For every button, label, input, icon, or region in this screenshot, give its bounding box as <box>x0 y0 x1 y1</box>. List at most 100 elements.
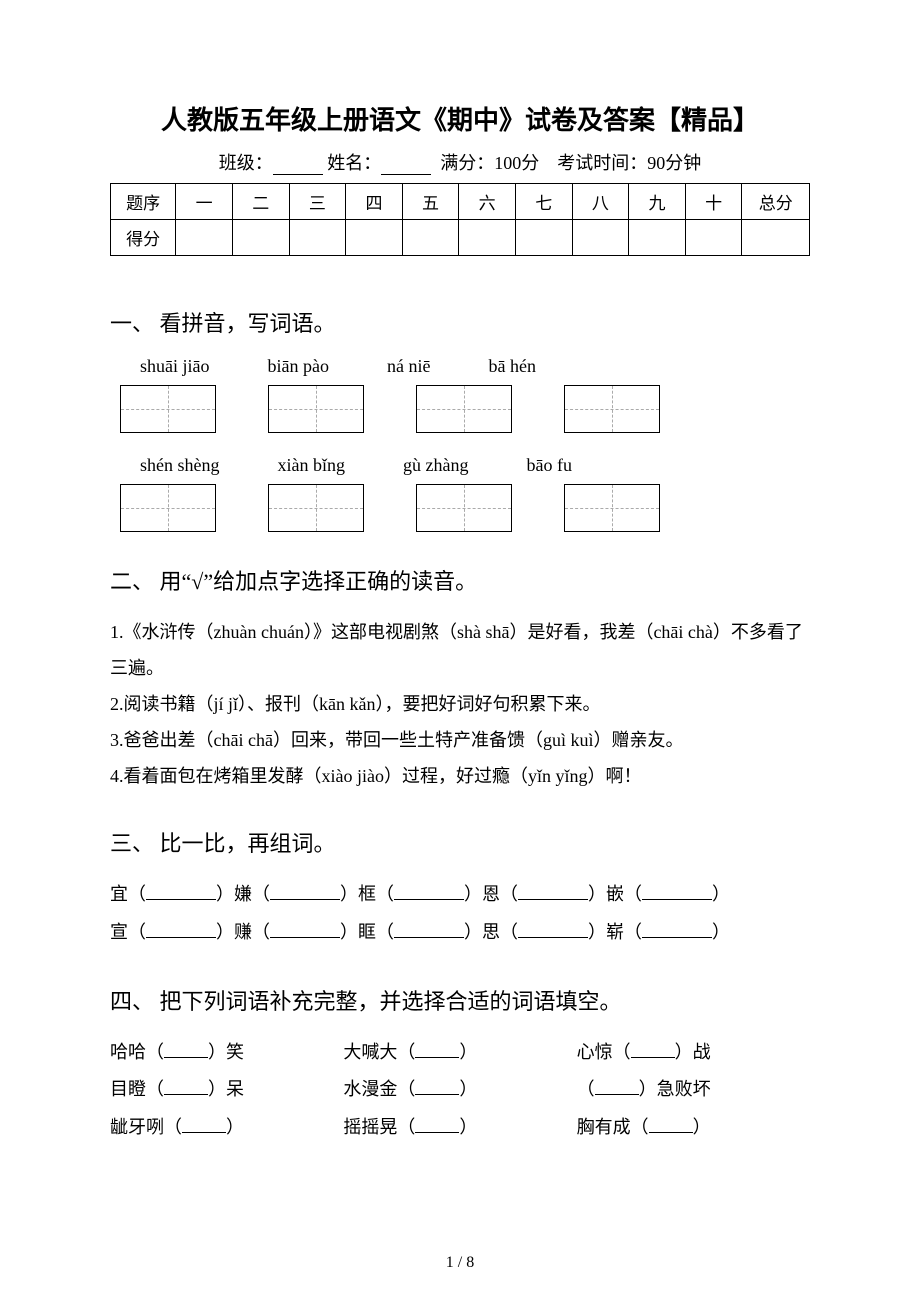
name-blank[interactable] <box>381 157 431 175</box>
char-write-box[interactable] <box>564 484 660 532</box>
score-table: 题序 一 二 三 四 五 六 七 八 九 十 总分 得分 <box>110 183 810 256</box>
fill-blank[interactable] <box>182 1117 226 1133</box>
q4-pre: 心惊（ <box>577 1042 631 1062</box>
score-cell[interactable] <box>402 220 459 256</box>
q4-item: 胸有成（） <box>577 1109 810 1147</box>
fill-blank[interactable] <box>642 922 712 938</box>
score-cell[interactable] <box>176 220 233 256</box>
fill-blank[interactable] <box>146 884 216 900</box>
pinyin: ná niē <box>387 356 430 377</box>
fill-blank[interactable] <box>518 922 588 938</box>
q3-row-2: 宣（）赚（）眶（）思（）崭（） <box>110 914 810 952</box>
pinyin: shén shèng <box>140 455 220 476</box>
fill-blank[interactable] <box>164 1079 208 1095</box>
q3-char: 眶 <box>358 922 376 942</box>
fill-blank[interactable] <box>415 1117 459 1133</box>
row-label-1: 题序 <box>111 184 176 220</box>
q2-body: 1.《水浒传（zhuàn chuán）》这部电视剧煞（shà shā）是好看，我… <box>110 614 810 794</box>
col-2: 二 <box>232 184 289 220</box>
char-write-box[interactable] <box>268 484 364 532</box>
q4-post: ） <box>459 1079 477 1099</box>
q2-line: 4.看着面包在烤箱里发酵（xiào jiào）过程，好过瘾（yǐn yǐng）啊… <box>110 758 810 794</box>
q3-char: 框 <box>358 884 376 904</box>
q4-post: ）呆 <box>208 1079 244 1099</box>
q4-item: 目瞪（ ）呆 <box>110 1071 343 1109</box>
q4-pre: 摇摇晃（ <box>343 1117 415 1137</box>
score-cell-total[interactable] <box>742 220 810 256</box>
score-cell[interactable] <box>515 220 572 256</box>
score-cell[interactable] <box>346 220 403 256</box>
col-6: 六 <box>459 184 516 220</box>
q3-char: 思 <box>482 922 500 942</box>
q4-post: ） <box>459 1117 477 1137</box>
fill-blank[interactable] <box>164 1042 208 1058</box>
q4-item: （ ）急败坏 <box>577 1071 810 1109</box>
col-3: 三 <box>289 184 346 220</box>
q3-char: 宣 <box>110 922 128 942</box>
q4-item: 水漫金（） <box>343 1071 576 1109</box>
fill-blank[interactable] <box>270 884 340 900</box>
fill-blank[interactable] <box>394 884 464 900</box>
score-cell[interactable] <box>629 220 686 256</box>
fill-blank[interactable] <box>649 1117 693 1133</box>
score-cell[interactable] <box>232 220 289 256</box>
score-cell[interactable] <box>289 220 346 256</box>
q2-head: 二、 用“√”给加点字选择正确的读音。 <box>110 564 810 596</box>
pinyin: gù zhàng <box>403 455 468 476</box>
fill-blank[interactable] <box>146 922 216 938</box>
fill-blank[interactable] <box>394 922 464 938</box>
col-4: 四 <box>346 184 403 220</box>
q2-line: 2.阅读书籍（jí jǐ）、报刊（kān kǎn），要把好词好句积累下来。 <box>110 686 810 722</box>
row-label-2: 得分 <box>111 220 176 256</box>
q1-box-row-2 <box>110 484 810 532</box>
score-cell[interactable] <box>572 220 629 256</box>
char-write-box[interactable] <box>120 385 216 433</box>
q4-item: 哈哈（）笑 <box>110 1034 343 1072</box>
q4-row: 哈哈（）笑 大喊大（） 心惊（）战 <box>110 1034 810 1072</box>
char-write-box[interactable] <box>564 385 660 433</box>
q4-post: ）急败坏 <box>639 1079 711 1099</box>
exam-title: 人教版五年级上册语文《期中》试卷及答案【精品】 <box>110 100 810 137</box>
meta-line: 班级： 姓名： 满分：100分 考试时间：90分钟 <box>110 149 810 175</box>
pinyin: bā hén <box>488 356 535 377</box>
pinyin: bāo fu <box>526 455 571 476</box>
col-8: 八 <box>572 184 629 220</box>
fill-blank[interactable] <box>642 884 712 900</box>
q3-char: 嵌 <box>606 884 624 904</box>
char-write-box[interactable] <box>268 385 364 433</box>
col-1: 一 <box>176 184 233 220</box>
score-cell[interactable] <box>685 220 742 256</box>
q1-pinyin-row-2: shén shèng xiàn bǐng gù zhàng bāo fu <box>110 455 810 476</box>
col-10: 十 <box>685 184 742 220</box>
fill-blank[interactable] <box>631 1042 675 1058</box>
q4-pre: 目瞪（ <box>110 1079 164 1099</box>
name-label: 姓名： <box>327 153 381 173</box>
class-blank[interactable] <box>273 157 323 175</box>
exam-time: 考试时间：90分钟 <box>557 153 701 173</box>
col-total: 总分 <box>742 184 810 220</box>
q4-item: 龇牙咧（） <box>110 1109 343 1147</box>
fill-blank[interactable] <box>415 1042 459 1058</box>
fill-blank[interactable] <box>270 922 340 938</box>
pinyin: biān pào <box>268 356 329 377</box>
fill-blank[interactable] <box>415 1079 459 1095</box>
fill-blank[interactable] <box>595 1079 639 1095</box>
char-write-box[interactable] <box>416 484 512 532</box>
col-7: 七 <box>515 184 572 220</box>
q2-line: 1.《水浒传（zhuàn chuán）》这部电视剧煞（shà shā）是好看，我… <box>110 614 810 686</box>
fill-blank[interactable] <box>518 884 588 900</box>
char-write-box[interactable] <box>120 484 216 532</box>
char-write-box[interactable] <box>416 385 512 433</box>
q4-item: 大喊大（） <box>343 1034 576 1072</box>
q3-char: 崭 <box>606 922 624 942</box>
q3-row-1: 宜（）嫌（）框（）恩（）嵌（） <box>110 876 810 914</box>
full-score: 满分：100分 <box>440 153 539 173</box>
q4-post: ）笑 <box>208 1042 244 1062</box>
q4-pre: （ <box>577 1079 595 1099</box>
q1-head: 一、 看拼音，写词语。 <box>110 306 810 338</box>
q3-char: 赚 <box>234 922 252 942</box>
col-9: 九 <box>629 184 686 220</box>
score-cell[interactable] <box>459 220 516 256</box>
q4-post: ） <box>693 1117 711 1137</box>
q3-char: 恩 <box>482 884 500 904</box>
